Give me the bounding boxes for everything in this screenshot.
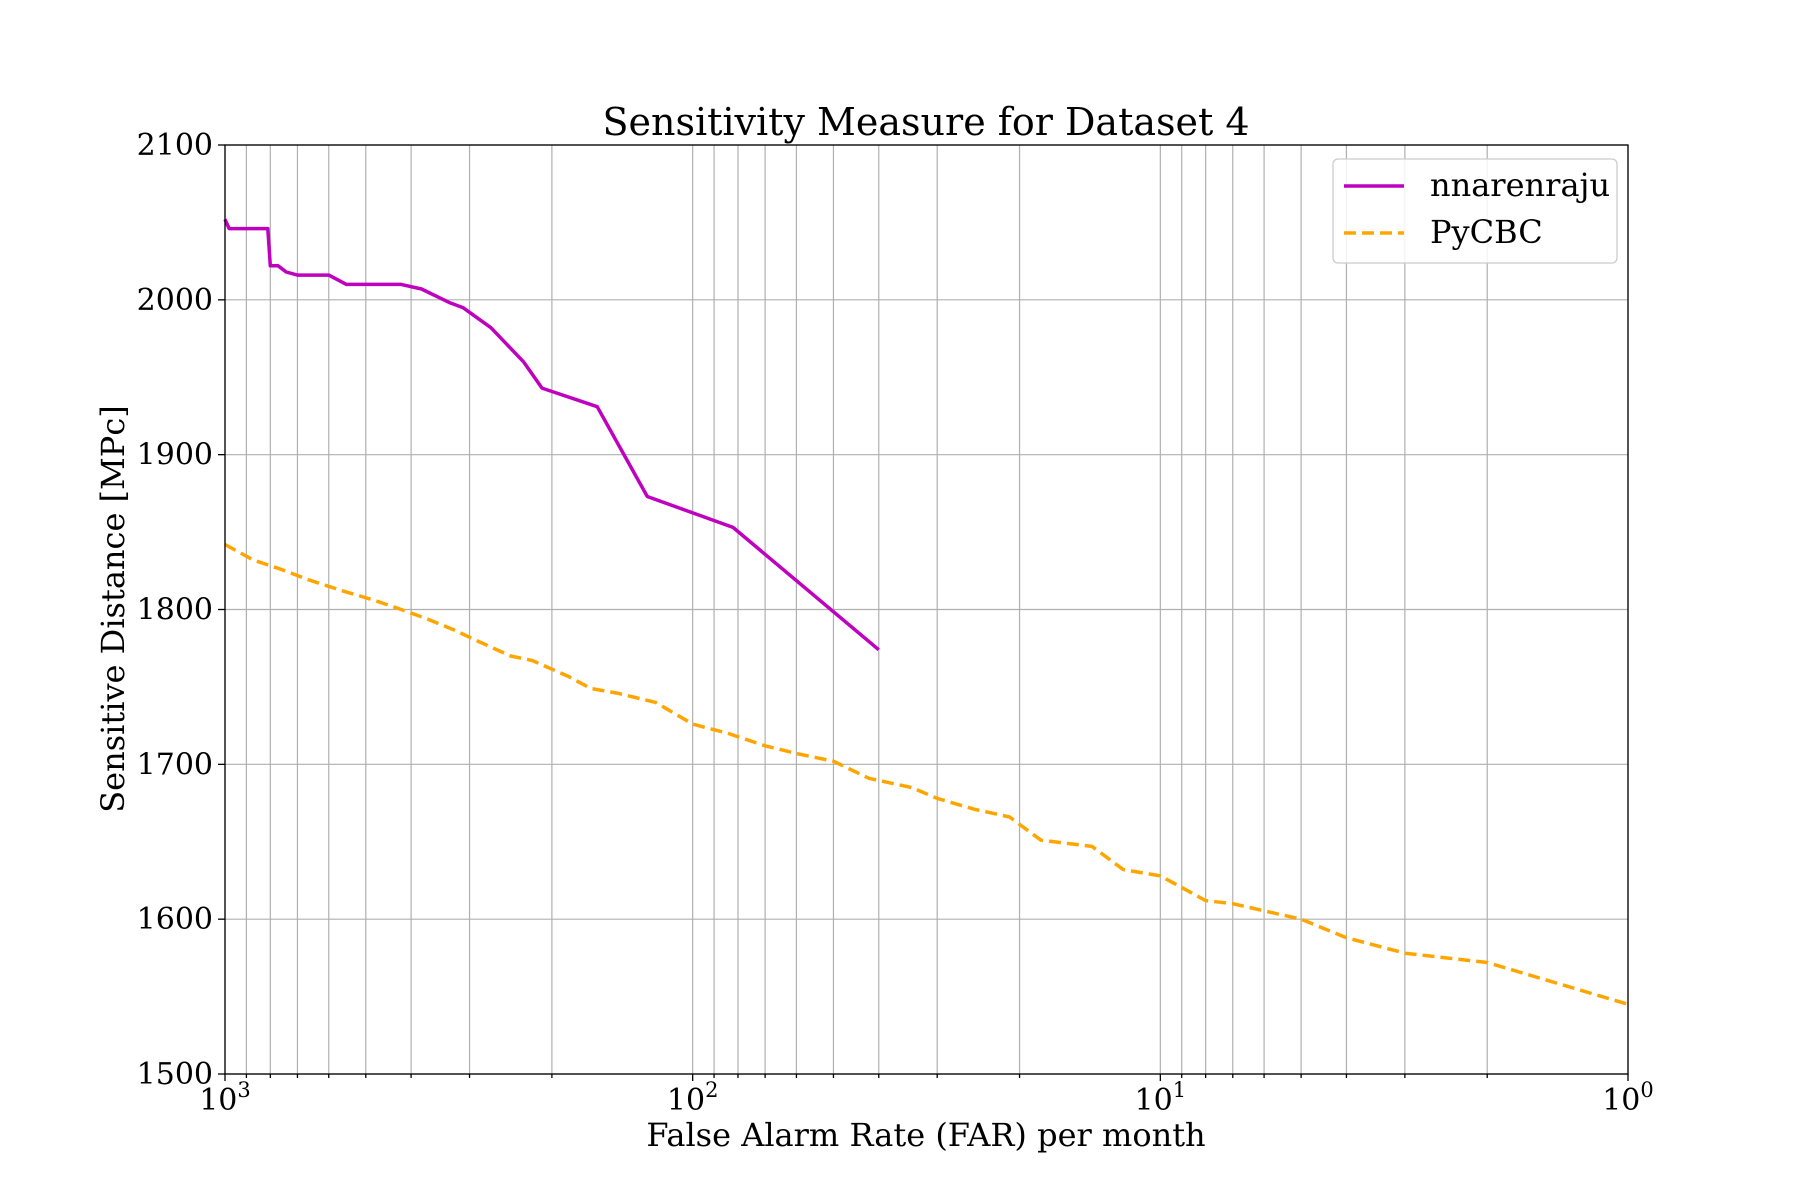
y-axis-label: Sensitive Distance [MPc] [94, 405, 132, 812]
y-tick-label: 2000 [137, 283, 213, 318]
legend-label: nnarenraju [1430, 166, 1610, 204]
axis-ticks: 1500 1600 1700 1800 1900 2000 2100 103 102 101 100 [137, 128, 1654, 1118]
x-tick-label: 101 [1135, 1078, 1187, 1118]
y-tick-label: 2100 [137, 128, 213, 163]
series-layer [223, 218, 1629, 1006]
x-axis-label: False Alarm Rate (FAR) per month [646, 1116, 1205, 1154]
y-tick-label: 1800 [137, 593, 213, 628]
y-tick-label: 1700 [137, 747, 213, 782]
legend: nnarenraju PyCBC [1332, 158, 1618, 264]
legend-label: PyCBC [1430, 213, 1543, 251]
y-tick-label: 1500 [137, 1057, 213, 1092]
y-tick-label: 1600 [137, 902, 213, 937]
chart-title: Sensitivity Measure for Dataset 4 [602, 100, 1249, 144]
y-tick-label: 1900 [137, 438, 213, 473]
series-line-pycbc [224, 542, 1629, 1006]
series-line-nnarenraju [223, 218, 880, 652]
x-tick-label: 103 [199, 1078, 251, 1118]
grid [224, 144, 1629, 1075]
x-tick-label: 100 [1602, 1078, 1654, 1118]
x-tick-label: 102 [667, 1078, 719, 1118]
